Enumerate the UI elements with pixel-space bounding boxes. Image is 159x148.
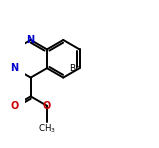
- Text: N: N: [10, 63, 18, 73]
- Text: N: N: [27, 35, 35, 45]
- Text: O: O: [10, 101, 19, 111]
- Text: CH$_3$: CH$_3$: [38, 122, 56, 135]
- Text: O: O: [43, 101, 51, 111]
- Text: Br: Br: [69, 64, 79, 73]
